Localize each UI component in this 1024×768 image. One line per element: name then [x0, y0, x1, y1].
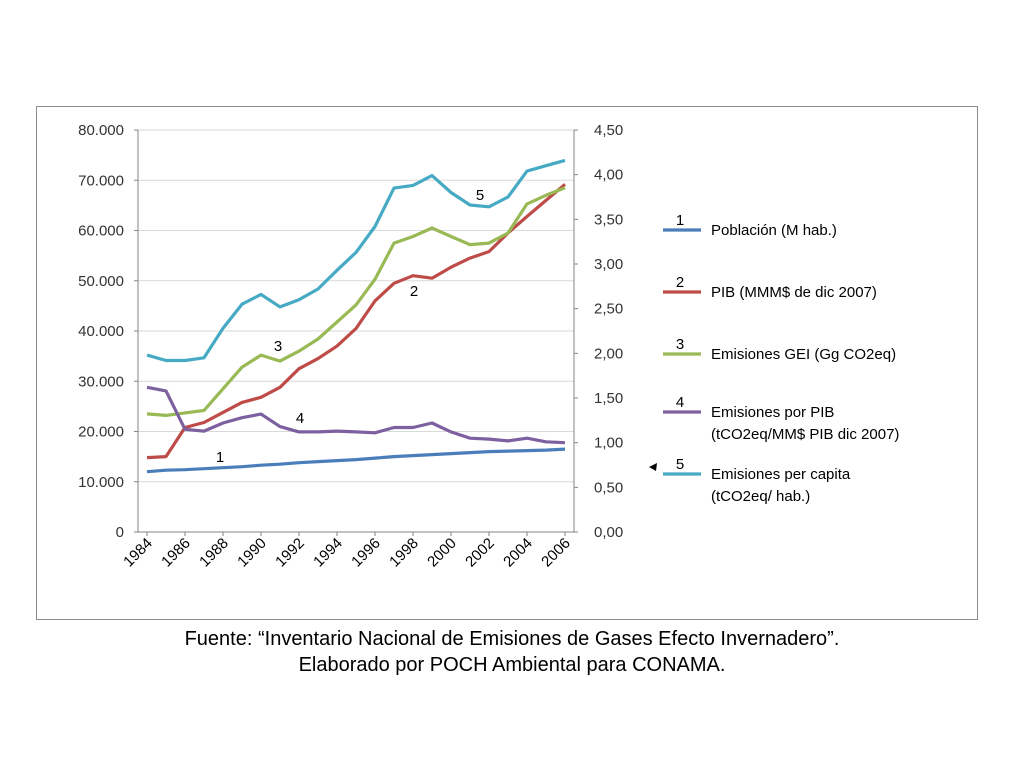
y-right-tick-label: 1,00 — [594, 435, 623, 452]
y-left-tick-label: 60.000 — [78, 223, 124, 240]
y-left-tick-label: 30.000 — [78, 373, 124, 390]
x-tick-label: 1998 — [386, 535, 422, 571]
series-line-3 — [146, 186, 566, 417]
annotation-5: 5 — [476, 187, 484, 204]
annotation-3: 3 — [274, 338, 282, 355]
y-left-tick-label: 40.000 — [78, 323, 124, 340]
x-tick-label: 1988 — [196, 535, 232, 571]
x-tick-label: 1994 — [310, 535, 346, 571]
x-tick-label: 1992 — [272, 535, 308, 571]
legend-label-4: Emisiones por PIB — [711, 404, 834, 421]
series-line-4 — [146, 385, 566, 445]
arrow-marker-icon — [649, 463, 657, 471]
x-tick-label: 2006 — [538, 535, 574, 571]
legend-number-2: 2 — [676, 274, 684, 291]
legend-number-1: 1 — [676, 212, 684, 229]
series-line-2 — [146, 183, 567, 460]
x-tick-label: 1984 — [120, 535, 156, 571]
legend-label-5-line2: (tCO2eq/ hab.) — [711, 488, 810, 505]
x-tick-label: 1990 — [234, 535, 270, 571]
y-right-tick-label: 4,50 — [594, 122, 623, 139]
annotation-2: 2 — [410, 283, 418, 300]
x-tick-label: 1996 — [348, 535, 384, 571]
annotation-4: 4 — [296, 410, 304, 427]
caption-credit: Elaborado por POCH Ambiental para CONAMA… — [298, 654, 726, 676]
legend-label-4-line2: (tCO2eq/MM$ PIB dic 2007) — [711, 426, 899, 443]
series-line-1 — [146, 447, 566, 474]
legend-label-5: Emisiones per capita — [711, 466, 851, 483]
series-line-5 — [146, 158, 566, 363]
x-tick-label: 2002 — [462, 535, 498, 571]
x-tick-label: 2000 — [424, 535, 460, 571]
y-left-tick-label: 0 — [116, 524, 124, 541]
legend-label-3: Emisiones GEI (Gg CO2eq) — [711, 346, 896, 363]
y-right-tick-label: 3,00 — [594, 256, 623, 273]
legend-number-4: 4 — [676, 394, 684, 411]
y-right-tick-label: 3,50 — [594, 211, 623, 228]
y-left-tick-label: 50.000 — [78, 273, 124, 290]
y-right-tick-label: 1,50 — [594, 390, 623, 407]
y-right-tick-label: 0,00 — [594, 524, 623, 541]
y-right-tick-label: 4,00 — [594, 167, 623, 184]
y-right-tick-label: 2,00 — [594, 345, 623, 362]
y-left-tick-label: 80.000 — [78, 122, 124, 139]
chart-frame — [36, 106, 978, 620]
x-tick-label: 1986 — [158, 535, 194, 571]
legend-number-5: 5 — [676, 456, 684, 473]
y-left-tick-label: 10.000 — [78, 474, 124, 491]
x-tick-label: 2004 — [500, 535, 536, 571]
legend-number-3: 3 — [676, 336, 684, 353]
annotation-1: 1 — [216, 449, 224, 466]
caption-source: Fuente: “Inventario Nacional de Emisione… — [184, 628, 840, 650]
y-right-tick-label: 0,50 — [594, 479, 623, 496]
legend-label-2: PIB (MMM$ de dic 2007) — [711, 284, 877, 301]
y-right-tick-label: 2,50 — [594, 301, 623, 318]
legend-label-1: Población (M hab.) — [711, 222, 837, 239]
y-left-tick-label: 20.000 — [78, 424, 124, 441]
y-left-tick-label: 70.000 — [78, 172, 124, 189]
